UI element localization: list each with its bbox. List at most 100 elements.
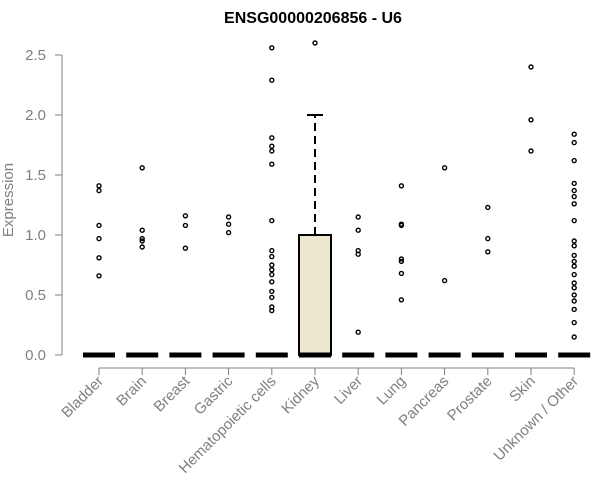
x-tick-label: Skin bbox=[506, 373, 539, 406]
outlier-point bbox=[269, 148, 275, 154]
outlier-point bbox=[571, 201, 577, 207]
outlier-point bbox=[269, 161, 275, 167]
box-group bbox=[126, 165, 159, 358]
outlier-point bbox=[398, 297, 405, 303]
outlier-point bbox=[571, 193, 577, 200]
outlier-point bbox=[225, 229, 232, 236]
outlier-point bbox=[96, 235, 102, 242]
outlier-point bbox=[571, 157, 577, 164]
outlier-point bbox=[139, 238, 145, 244]
outlier-point bbox=[571, 243, 577, 249]
x-tick-label: Liver bbox=[331, 373, 366, 408]
plot-area bbox=[83, 40, 591, 358]
box-group bbox=[471, 204, 504, 358]
outlier-point bbox=[96, 273, 102, 279]
x-tick-label: Brain bbox=[113, 373, 150, 410]
outlier-point bbox=[441, 165, 448, 171]
x-tick-label: Bladder bbox=[58, 373, 107, 422]
y-tick-label: 1.5 bbox=[25, 167, 46, 184]
outlier-point bbox=[182, 213, 189, 219]
outlier-point bbox=[269, 271, 275, 278]
outlier-point bbox=[269, 288, 275, 295]
outlier-point bbox=[269, 294, 275, 301]
y-tick-label: 2.5 bbox=[25, 47, 46, 64]
x-tick-label: Kidney bbox=[278, 372, 323, 417]
outlier-point bbox=[571, 131, 577, 137]
y-tick-label: 2.0 bbox=[25, 107, 46, 124]
outlier-point bbox=[139, 227, 145, 233]
outlier-point bbox=[269, 262, 275, 268]
box-group bbox=[83, 183, 115, 358]
outlier-point bbox=[139, 235, 145, 242]
x-tick-label: Breast bbox=[151, 372, 194, 415]
box-group bbox=[385, 183, 418, 358]
outlier-point bbox=[398, 258, 405, 265]
outlier-point bbox=[225, 221, 232, 227]
outlier-point bbox=[571, 139, 577, 146]
outlier-point bbox=[269, 77, 275, 83]
x-tick-label: Prostate bbox=[444, 373, 496, 425]
box-group bbox=[342, 214, 375, 358]
outlier-point bbox=[571, 271, 577, 278]
y-axis: 0.0 0.5 1.0 1.5 2.0 2.5 bbox=[25, 47, 63, 364]
outlier-point bbox=[355, 214, 361, 220]
box bbox=[298, 234, 332, 356]
outlier-point bbox=[96, 187, 102, 194]
outlier-point bbox=[398, 183, 405, 189]
outlier-point bbox=[269, 267, 275, 273]
x-tick-label: Lung bbox=[374, 373, 410, 409]
outlier-point bbox=[571, 187, 577, 194]
outlier-point bbox=[485, 204, 491, 211]
box-group bbox=[428, 165, 461, 358]
outlier-point bbox=[571, 292, 577, 298]
outlier-point bbox=[528, 117, 534, 123]
outlier-point bbox=[269, 279, 275, 285]
outlier-point bbox=[225, 214, 232, 220]
y-axis-label: Expression bbox=[0, 163, 17, 237]
outlier-point bbox=[528, 148, 534, 154]
outlier-point bbox=[441, 277, 448, 284]
outlier-point bbox=[571, 180, 577, 187]
outlier-point bbox=[355, 227, 361, 233]
outlier-point bbox=[139, 244, 145, 250]
y-tick-label: 1.0 bbox=[25, 227, 46, 244]
outlier-point bbox=[269, 217, 275, 224]
box-group bbox=[212, 214, 245, 358]
outlier-point bbox=[269, 135, 275, 141]
outlier-point bbox=[571, 334, 577, 340]
outlier-point bbox=[571, 280, 577, 286]
outlier-point bbox=[96, 222, 102, 229]
outlier-point bbox=[312, 40, 318, 46]
outlier-point bbox=[571, 306, 577, 313]
outlier-point bbox=[485, 235, 491, 242]
y-tick-label: 0.0 bbox=[25, 347, 46, 364]
outlier-point bbox=[269, 253, 275, 260]
outlier-point bbox=[269, 307, 275, 314]
outlier-point bbox=[96, 183, 102, 189]
outlier-point bbox=[96, 255, 102, 261]
outlier-point bbox=[485, 249, 491, 255]
outlier-point bbox=[398, 256, 405, 262]
outlier-point bbox=[571, 217, 577, 224]
outlier-point bbox=[269, 247, 275, 254]
outlier-point bbox=[571, 263, 577, 269]
box-group bbox=[255, 45, 288, 358]
outlier-point bbox=[355, 251, 361, 257]
outlier-point bbox=[571, 298, 577, 304]
box-group bbox=[558, 131, 591, 358]
outlier-point bbox=[571, 285, 577, 291]
outlier-point bbox=[398, 270, 405, 277]
outlier-point bbox=[269, 143, 275, 149]
outlier-point bbox=[571, 252, 577, 259]
outlier-point bbox=[571, 319, 577, 326]
box-group bbox=[298, 40, 332, 358]
y-tick-label: 0.5 bbox=[25, 287, 46, 304]
outlier-point bbox=[571, 238, 577, 244]
chart-title: ENSG00000206856 - U6 bbox=[224, 10, 402, 27]
outlier-point bbox=[182, 222, 189, 229]
outlier-point bbox=[571, 258, 577, 265]
outlier-point bbox=[269, 45, 275, 51]
